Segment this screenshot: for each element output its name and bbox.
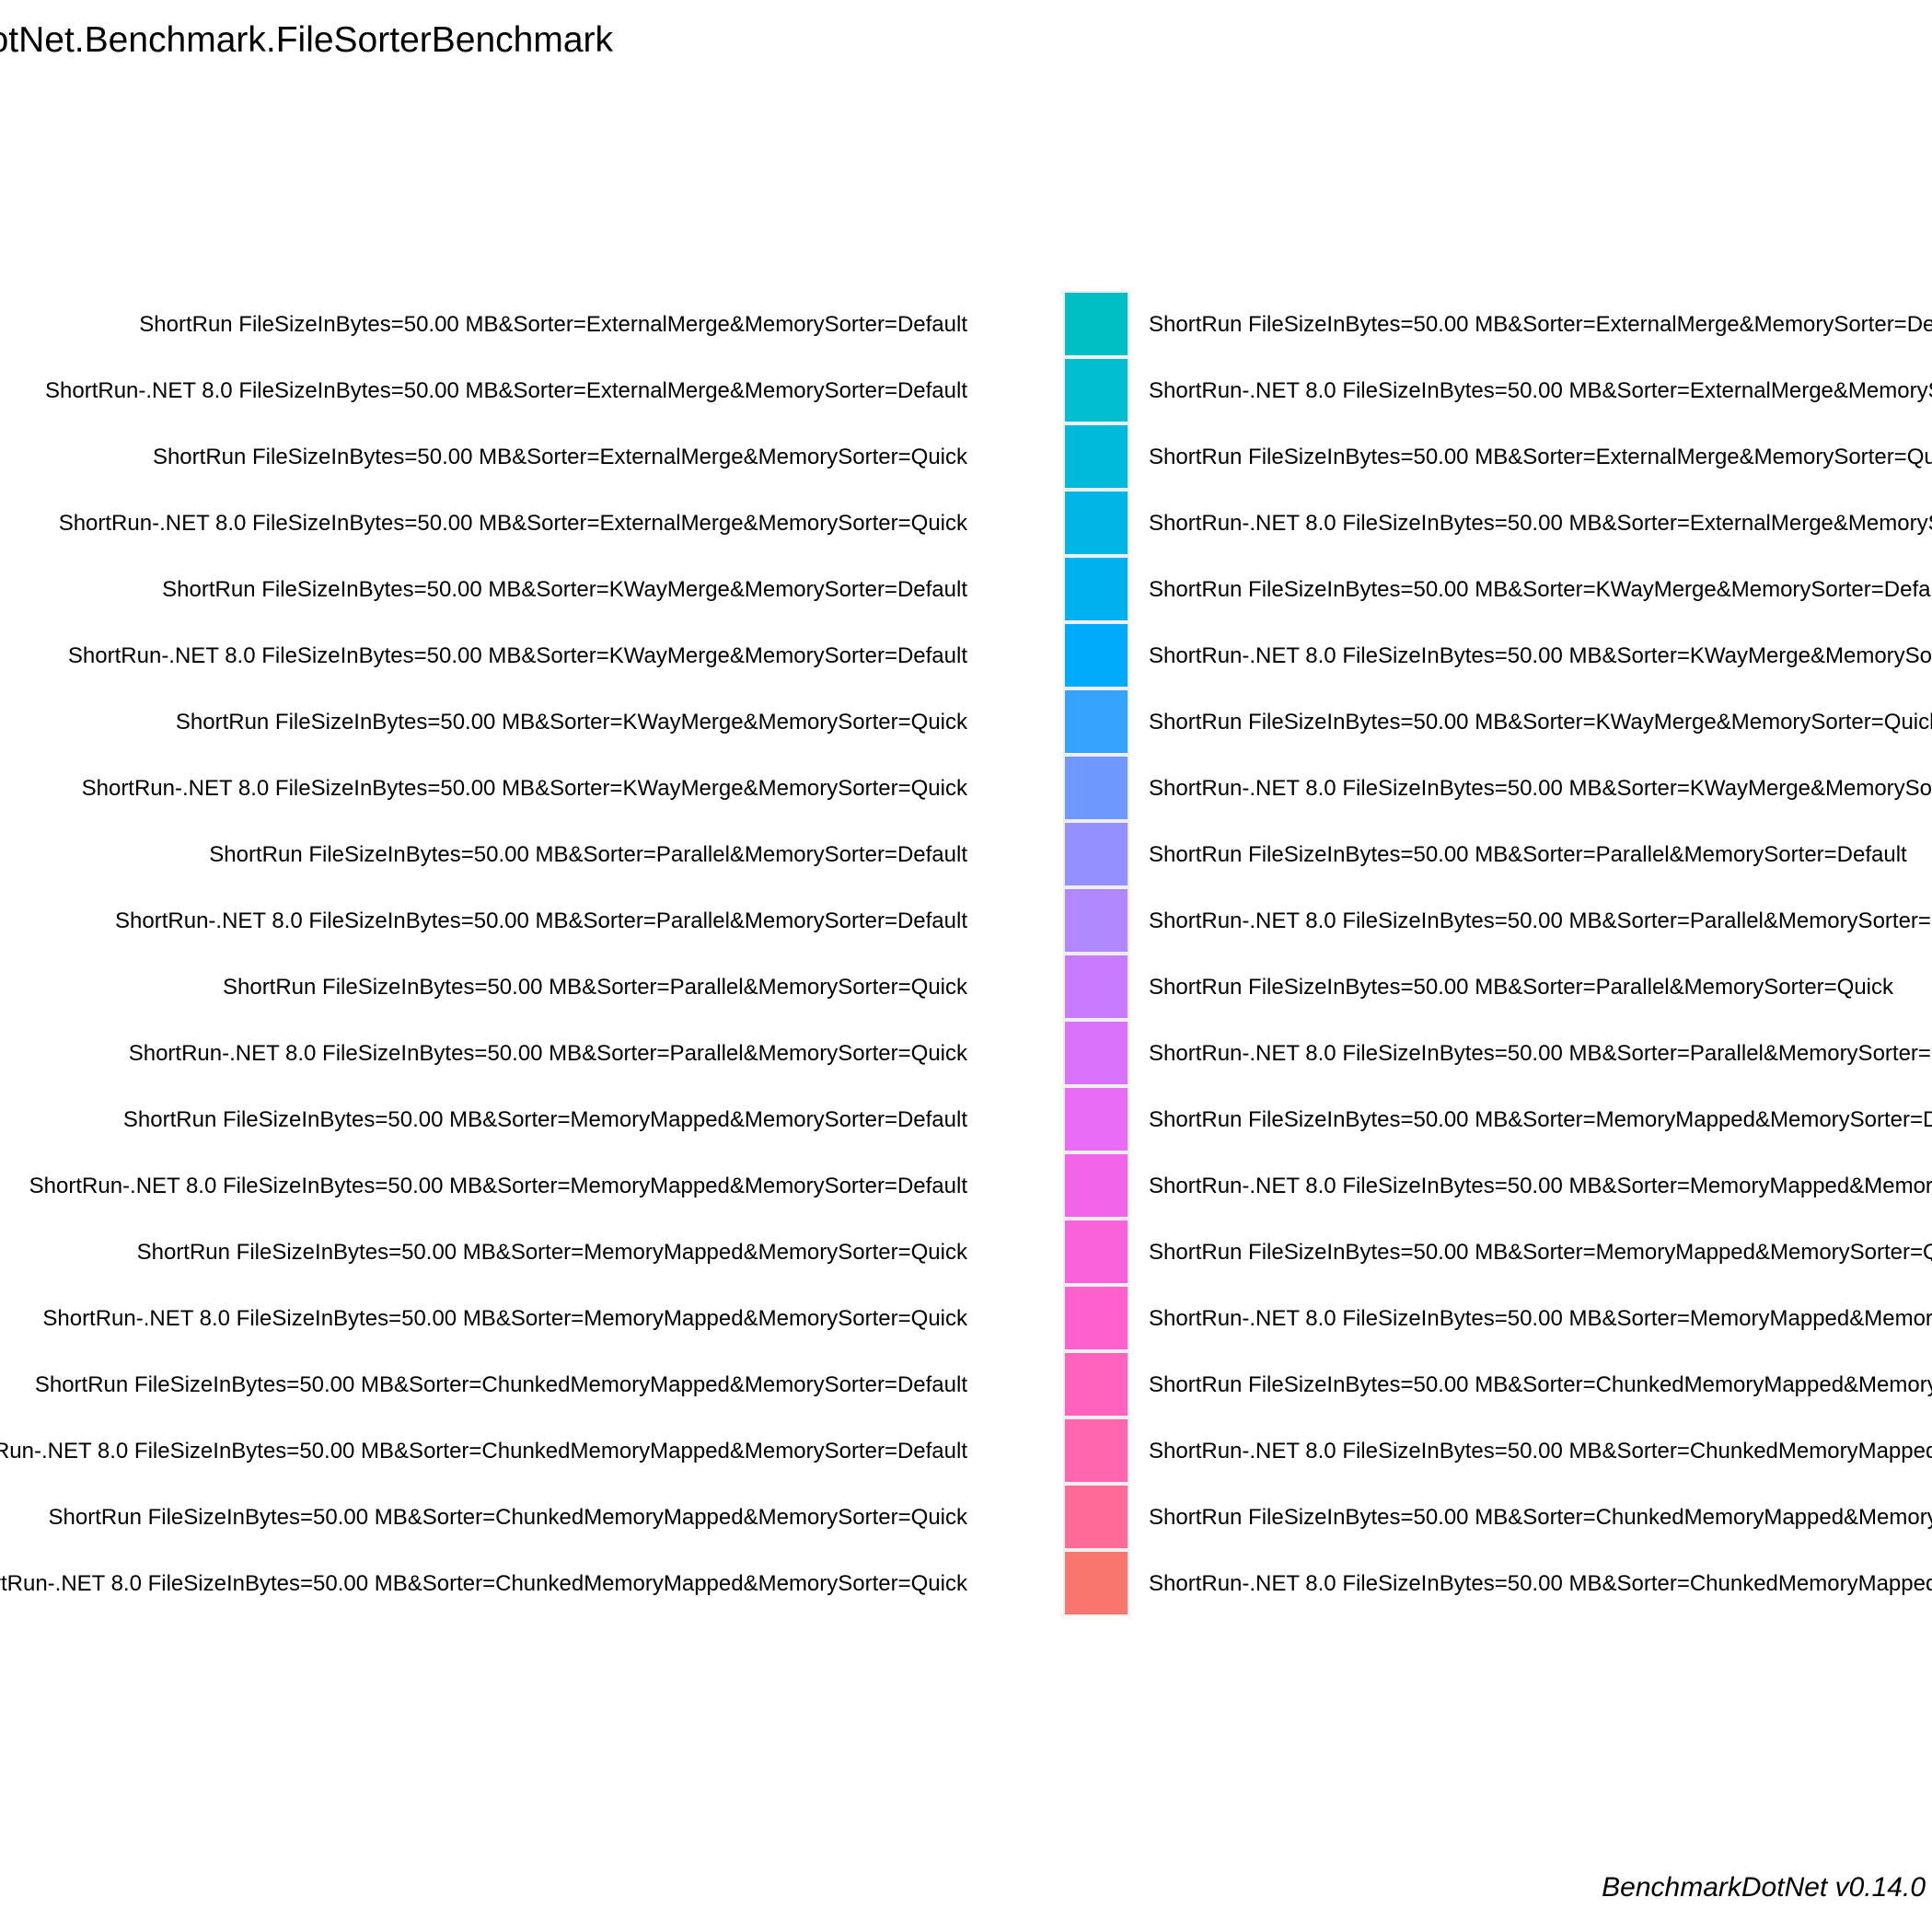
legend-left-label: ShortRun-.NET 8.0 FileSizeInBytes=50.00 … xyxy=(0,1439,967,1463)
legend-right-label: ShortRun FileSizeInBytes=50.00 MB&Sorter… xyxy=(1149,710,1932,735)
legend-right-label: ShortRun-.NET 8.0 FileSizeInBytes=50.00 … xyxy=(1149,511,1932,536)
legend-right-label: ShortRun FileSizeInBytes=50.00 MB&Sorter… xyxy=(1149,1240,1932,1265)
legend-left-label: ShortRun-.NET 8.0 FileSizeInBytes=50.00 … xyxy=(0,1571,967,1596)
legend-left-label: ShortRun FileSizeInBytes=50.00 MB&Sorter… xyxy=(136,1240,967,1265)
legend-right-label: ShortRun-.NET 8.0 FileSizeInBytes=50.00 … xyxy=(1149,378,1932,403)
legend-right-label: ShortRun FileSizeInBytes=50.00 MB&Sorter… xyxy=(1149,975,1894,1000)
legend-key xyxy=(1063,954,1129,1020)
legend-right-label: ShortRun FileSizeInBytes=50.00 MB&Sorter… xyxy=(1149,445,1932,469)
legend-right-label: ShortRun FileSizeInBytes=50.00 MB&Sorter… xyxy=(1149,842,1907,867)
legend-left-label: ShortRun-.NET 8.0 FileSizeInBytes=50.00 … xyxy=(67,643,967,668)
legend-left-label-row: ShortRun FileSizeInBytes=50.00 MB&Sorter… xyxy=(0,1220,1064,1286)
legend-left-label-row: ShortRun-.NET 8.0 FileSizeInBytes=50.00 … xyxy=(0,1021,1064,1087)
legend-right-label: ShortRun FileSizeInBytes=50.00 MB&Sorter… xyxy=(1149,1372,1932,1397)
legend-key xyxy=(1063,755,1129,821)
legend-key xyxy=(1063,1351,1129,1417)
legend-key xyxy=(1063,1152,1129,1219)
legend-right-label: ShortRun FileSizeInBytes=50.00 MB&Sorter… xyxy=(1149,312,1932,337)
legend-left-label-row: ShortRun FileSizeInBytes=50.00 MB&Sorter… xyxy=(0,557,1064,623)
legend-right-label: ShortRun-.NET 8.0 FileSizeInBytes=50.00 … xyxy=(1149,1174,1932,1198)
legend-left-labels: ShortRun FileSizeInBytes=50.00 MB&Sorter… xyxy=(0,292,1064,1617)
legend-left-label-row: ShortRun FileSizeInBytes=50.00 MB&Sorter… xyxy=(0,1352,1064,1418)
legend-left-label: ShortRun FileSizeInBytes=50.00 MB&Sorter… xyxy=(209,842,967,867)
legend-left-label: ShortRun-.NET 8.0 FileSizeInBytes=50.00 … xyxy=(45,378,967,403)
legend-left-label-row: ShortRun-.NET 8.0 FileSizeInBytes=50.00 … xyxy=(0,888,1064,954)
legend-left-label-row: ShortRun FileSizeInBytes=50.00 MB&Sorter… xyxy=(0,1087,1064,1153)
legend-left-label: ShortRun-.NET 8.0 FileSizeInBytes=50.00 … xyxy=(81,776,967,801)
legend-right-label: ShortRun-.NET 8.0 FileSizeInBytes=50.00 … xyxy=(1149,1041,1932,1066)
legend-left-label-row: ShortRun-.NET 8.0 FileSizeInBytes=50.00 … xyxy=(0,623,1064,689)
legend-left-label: ShortRun FileSizeInBytes=50.00 MB&Sorter… xyxy=(175,710,967,735)
legend-key xyxy=(1063,1219,1129,1285)
legend-left-label: ShortRun FileSizeInBytes=50.00 MB&Sorter… xyxy=(222,975,967,1000)
legend-left-label-row: ShortRun FileSizeInBytes=50.00 MB&Sorter… xyxy=(0,1485,1064,1551)
legend-left-label: ShortRun-.NET 8.0 FileSizeInBytes=50.00 … xyxy=(29,1174,967,1198)
legend-right-label: ShortRun-.NET 8.0 FileSizeInBytes=50.00 … xyxy=(1149,1439,1932,1463)
legend-left-label: ShortRun-.NET 8.0 FileSizeInBytes=50.00 … xyxy=(58,511,967,536)
legend-left-label-row: ShortRun-.NET 8.0 FileSizeInBytes=50.00 … xyxy=(0,1153,1064,1220)
chart-title-text: BenchmarkDotNet.Benchmark.FileSorterBenc… xyxy=(0,20,613,60)
legend-key xyxy=(1063,688,1129,755)
legend-key xyxy=(1063,887,1129,954)
legend-right-label: ShortRun FileSizeInBytes=50.00 MB&Sorter… xyxy=(1149,577,1932,602)
legend-left-label: ShortRun FileSizeInBytes=50.00 MB&Sorter… xyxy=(122,1107,967,1132)
legend-key xyxy=(1063,1484,1129,1550)
legend-left-label-row: ShortRun FileSizeInBytes=50.00 MB&Sorter… xyxy=(0,292,1064,358)
chart-title: BenchmarkDotNet.Benchmark.FileSorterBenc… xyxy=(0,13,613,68)
legend-key xyxy=(1063,1285,1129,1351)
legend-key xyxy=(1063,357,1129,423)
legend-left-label-row: ShortRun FileSizeInBytes=50.00 MB&Sorter… xyxy=(0,822,1064,888)
legend-key xyxy=(1063,821,1129,887)
legend-left-label-row: ShortRun FileSizeInBytes=50.00 MB&Sorter… xyxy=(0,954,1064,1021)
legend-left-label: ShortRun-.NET 8.0 FileSizeInBytes=50.00 … xyxy=(42,1306,967,1331)
legend-left-label-row: ShortRun-.NET 8.0 FileSizeInBytes=50.00 … xyxy=(0,1418,1064,1485)
legend-key xyxy=(1063,1086,1129,1152)
legend-left-label: ShortRun FileSizeInBytes=50.00 MB&Sorter… xyxy=(139,312,967,337)
legend-left-label: ShortRun-.NET 8.0 FileSizeInBytes=50.00 … xyxy=(115,908,967,933)
legend-right-label: ShortRun-.NET 8.0 FileSizeInBytes=50.00 … xyxy=(1149,908,1932,933)
legend-right-label: ShortRun-.NET 8.0 FileSizeInBytes=50.00 … xyxy=(1149,1306,1932,1331)
legend-left-label-row: ShortRun-.NET 8.0 FileSizeInBytes=50.00 … xyxy=(0,1551,1064,1617)
legend-key xyxy=(1063,423,1129,490)
legend-right-labels: ShortRun FileSizeInBytes=50.00 MB&Sorter… xyxy=(1064,0,1932,1932)
legend-left-label-row: ShortRun FileSizeInBytes=50.00 MB&Sorter… xyxy=(0,689,1064,756)
legend-right-label: ShortRun FileSizeInBytes=50.00 MB&Sorter… xyxy=(1149,1107,1932,1132)
legend-key xyxy=(1063,291,1129,357)
legend-key xyxy=(1063,1020,1129,1086)
legend-key xyxy=(1063,490,1129,556)
legend-key xyxy=(1063,556,1129,622)
legend-left-label: ShortRun FileSizeInBytes=50.00 MB&Sorter… xyxy=(152,445,967,469)
legend-left-label: ShortRun FileSizeInBytes=50.00 MB&Sorter… xyxy=(162,577,967,602)
legend-key xyxy=(1063,1417,1129,1484)
legend-left-label-row: ShortRun FileSizeInBytes=50.00 MB&Sorter… xyxy=(0,424,1064,491)
legend-left-label-row: ShortRun-.NET 8.0 FileSizeInBytes=50.00 … xyxy=(0,491,1064,557)
legend-left-label-row: ShortRun-.NET 8.0 FileSizeInBytes=50.00 … xyxy=(0,358,1064,424)
legend-right-label: ShortRun-.NET 8.0 FileSizeInBytes=50.00 … xyxy=(1149,643,1932,668)
legend-right-label: ShortRun-.NET 8.0 FileSizeInBytes=50.00 … xyxy=(1149,1571,1932,1596)
legend-right-label: ShortRun-.NET 8.0 FileSizeInBytes=50.00 … xyxy=(1149,776,1932,801)
legend-key xyxy=(1063,622,1129,688)
legend-left-label-row: ShortRun-.NET 8.0 FileSizeInBytes=50.00 … xyxy=(0,756,1064,822)
legend-left-label: ShortRun FileSizeInBytes=50.00 MB&Sorter… xyxy=(48,1505,967,1530)
legend-left-label-row: ShortRun-.NET 8.0 FileSizeInBytes=50.00 … xyxy=(0,1286,1064,1352)
legend-right-label: ShortRun FileSizeInBytes=50.00 MB&Sorter… xyxy=(1149,1505,1932,1530)
chart-caption: BenchmarkDotNet v0.14.0 xyxy=(1602,1872,1926,1903)
legend-left-label: ShortRun FileSizeInBytes=50.00 MB&Sorter… xyxy=(34,1372,967,1397)
legend-key xyxy=(1063,1550,1129,1616)
legend-left-label: ShortRun-.NET 8.0 FileSizeInBytes=50.00 … xyxy=(128,1041,967,1066)
